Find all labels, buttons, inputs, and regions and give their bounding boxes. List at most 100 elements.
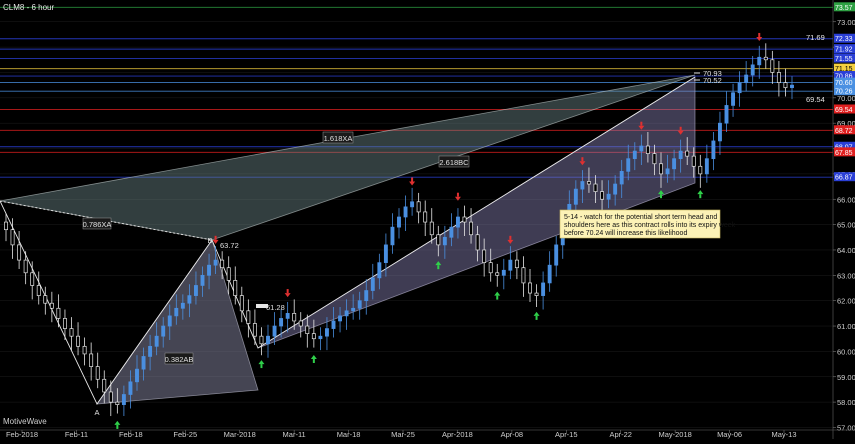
candle xyxy=(521,256,526,297)
candle xyxy=(23,251,28,285)
x-tick-label: Mar-25 xyxy=(391,430,415,439)
sell-arrow-icon xyxy=(756,36,763,41)
x-tick-label: May-13 xyxy=(771,430,796,439)
candle xyxy=(95,352,100,389)
candle xyxy=(377,253,382,290)
level-tag-bg xyxy=(834,172,855,182)
candle xyxy=(56,294,61,328)
candle xyxy=(475,225,480,262)
x-tick-label: Feb-11 xyxy=(65,430,88,439)
sell-arrow-stem xyxy=(581,157,584,162)
level-tag: 68.72 xyxy=(834,125,855,135)
buy-arrow-icon xyxy=(533,311,540,316)
value-7093: 70.93 xyxy=(703,69,722,78)
candle xyxy=(194,271,198,305)
candle xyxy=(357,291,362,320)
candle xyxy=(665,154,670,183)
x-tick-label: Feb-2018 xyxy=(6,430,38,439)
value-6954: 69.54 xyxy=(806,95,825,104)
x-tick-label: Apr-08 xyxy=(501,430,524,439)
candle xyxy=(43,286,48,315)
level-tag-label: 67.85 xyxy=(835,150,853,157)
candle xyxy=(4,213,8,242)
buy-arrow-stem xyxy=(535,315,538,320)
y-tick-label: 64.00 xyxy=(837,246,855,255)
level-tag-label: 68.72 xyxy=(835,128,853,135)
candle xyxy=(69,317,74,351)
level-tag: 71.15 xyxy=(834,63,855,73)
candle xyxy=(501,258,506,290)
candle xyxy=(30,261,35,300)
candle xyxy=(672,149,677,181)
candle xyxy=(364,279,369,315)
y-axis: 57.00 58.00 59.00 60.00 61.00 62.00 63.00 64.00… xyxy=(832,0,855,439)
candle xyxy=(305,314,310,348)
candle xyxy=(645,132,650,163)
candle xyxy=(613,175,618,206)
candle xyxy=(141,347,146,381)
sell-arrow-stem xyxy=(509,235,512,240)
candle xyxy=(187,284,192,318)
buy-arrow-icon xyxy=(310,355,317,359)
candle xyxy=(528,268,532,302)
candle xyxy=(469,208,474,244)
candle xyxy=(10,218,15,259)
candle xyxy=(619,159,624,198)
candle xyxy=(554,236,559,277)
sell-arrow-icon xyxy=(409,181,416,186)
value-7052: 70.52 xyxy=(703,76,722,85)
candle xyxy=(790,76,794,100)
candle xyxy=(403,195,408,231)
point-a-label: A xyxy=(94,408,99,417)
candle xyxy=(266,324,270,358)
candle xyxy=(659,152,663,188)
y-tick-label: 57.00 xyxy=(837,423,855,432)
annotation-line-3: before 70.24 will increase this likeliho… xyxy=(564,230,687,237)
level-tag: 67.85 xyxy=(834,147,855,157)
candle xyxy=(442,225,447,259)
annotation-box: 5-14 - watch for the potential short ter… xyxy=(559,209,740,239)
level-tag-label: 73.57 xyxy=(835,5,853,12)
level-tag-bg xyxy=(834,104,855,114)
level-tag-bg xyxy=(834,53,855,63)
candle xyxy=(82,337,87,366)
level-tag: 70.26 xyxy=(834,86,855,96)
candle xyxy=(246,299,251,338)
sell-arrow-icon xyxy=(507,239,514,244)
candle xyxy=(423,200,428,237)
harmonic-labels: 1.618XA 0.786XA 2.618BC 0.382AB A B 63.7… xyxy=(83,69,825,417)
sell-arrow-stem xyxy=(640,121,643,126)
candle xyxy=(220,251,225,280)
label-2618bc: 2.618BC xyxy=(439,158,469,167)
level-tag-bg xyxy=(834,77,855,87)
candle xyxy=(580,170,585,204)
buy-arrow-icon xyxy=(658,190,664,195)
candle xyxy=(397,208,401,239)
value-6372: 63.72 xyxy=(220,241,239,250)
candle xyxy=(410,187,415,216)
candle xyxy=(639,134,644,166)
candle xyxy=(449,213,454,247)
candle xyxy=(704,144,709,183)
level-tag-label: 72.33 xyxy=(835,36,853,43)
candle xyxy=(17,230,22,269)
label-1618xa: 1.618XA xyxy=(324,134,353,143)
candle xyxy=(252,309,257,346)
candle xyxy=(691,147,696,178)
current-price-label: 71.69 xyxy=(806,33,825,42)
y-tick-label: 61.00 xyxy=(837,322,855,331)
candle xyxy=(161,317,166,348)
level-tag-bg xyxy=(834,2,855,12)
level-tag: 70.86 xyxy=(834,71,855,81)
level-tag-bg xyxy=(834,71,855,81)
y-tick-label: 59.00 xyxy=(837,373,855,382)
annotation-line-1: 5-14 - watch for the potential short ter… xyxy=(564,214,717,221)
sell-arrow-stem xyxy=(679,126,682,131)
chart-title: CLM8 - 6 hour xyxy=(3,3,54,12)
candle xyxy=(154,322,159,356)
candle xyxy=(89,342,94,381)
x-tick-label: Mar-11 xyxy=(283,430,306,439)
candle xyxy=(207,253,211,290)
